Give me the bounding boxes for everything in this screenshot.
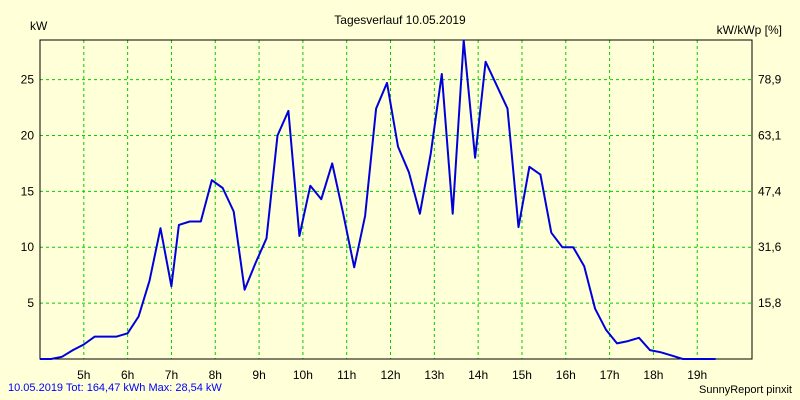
x-tick-label: 18h (643, 368, 663, 382)
x-tick-label: 10h (293, 368, 313, 382)
chart-title: Tagesverlauf 10.05.2019 (334, 13, 466, 27)
x-tick-label: 14h (468, 368, 488, 382)
grid (40, 40, 752, 359)
ticks: 5h 6h 7h 8h 9h 10h 11h 12h 13h 14h 15h 16h 17h 18h 19h… (21, 73, 782, 382)
x-tick-label: 12h (381, 368, 401, 382)
x-tick-label: 9h (252, 368, 265, 382)
x-tick-label: 11h (337, 368, 356, 382)
y-tick-label-right: 47,4 (758, 184, 782, 198)
x-tick-label: 13h (424, 368, 444, 382)
series-line (40, 39, 716, 360)
series-layer (40, 39, 716, 360)
y-tick-label-right: 31,6 (758, 240, 782, 254)
footer-summary: 10.05.2019 Tot: 164,47 kWh Max: 28,54 kW (8, 382, 222, 394)
y-tick-label-right: 15,8 (758, 296, 782, 310)
plot-area-border (39, 39, 753, 360)
x-tick-label: 16h (556, 368, 576, 382)
y-tick-label-left: 5 (27, 296, 34, 310)
footer-credit: SunnyReport pinxit (699, 384, 792, 396)
x-tick-label: 6h (121, 368, 134, 382)
x-tick-label: 7h (165, 368, 178, 382)
y-tick-label-left: 10 (21, 240, 35, 254)
x-tick-label: 8h (209, 368, 222, 382)
y-axis-left-label: kW (30, 19, 48, 33)
y-tick-label-right: 78,9 (758, 73, 782, 87)
y-axis-right-label: kW/kWp [%] (717, 23, 782, 37)
x-tick-label: 15h (512, 368, 532, 382)
y-tick-label-left: 25 (21, 73, 35, 87)
y-tick-label-left: 15 (21, 184, 35, 198)
y-tick-label-right: 63,1 (758, 128, 782, 142)
axes (39, 39, 753, 360)
x-tick-label: 17h (600, 368, 620, 382)
x-tick-label: 5h (77, 368, 90, 382)
x-tick-label: 19h (687, 368, 707, 382)
y-tick-label-left: 20 (21, 128, 35, 142)
